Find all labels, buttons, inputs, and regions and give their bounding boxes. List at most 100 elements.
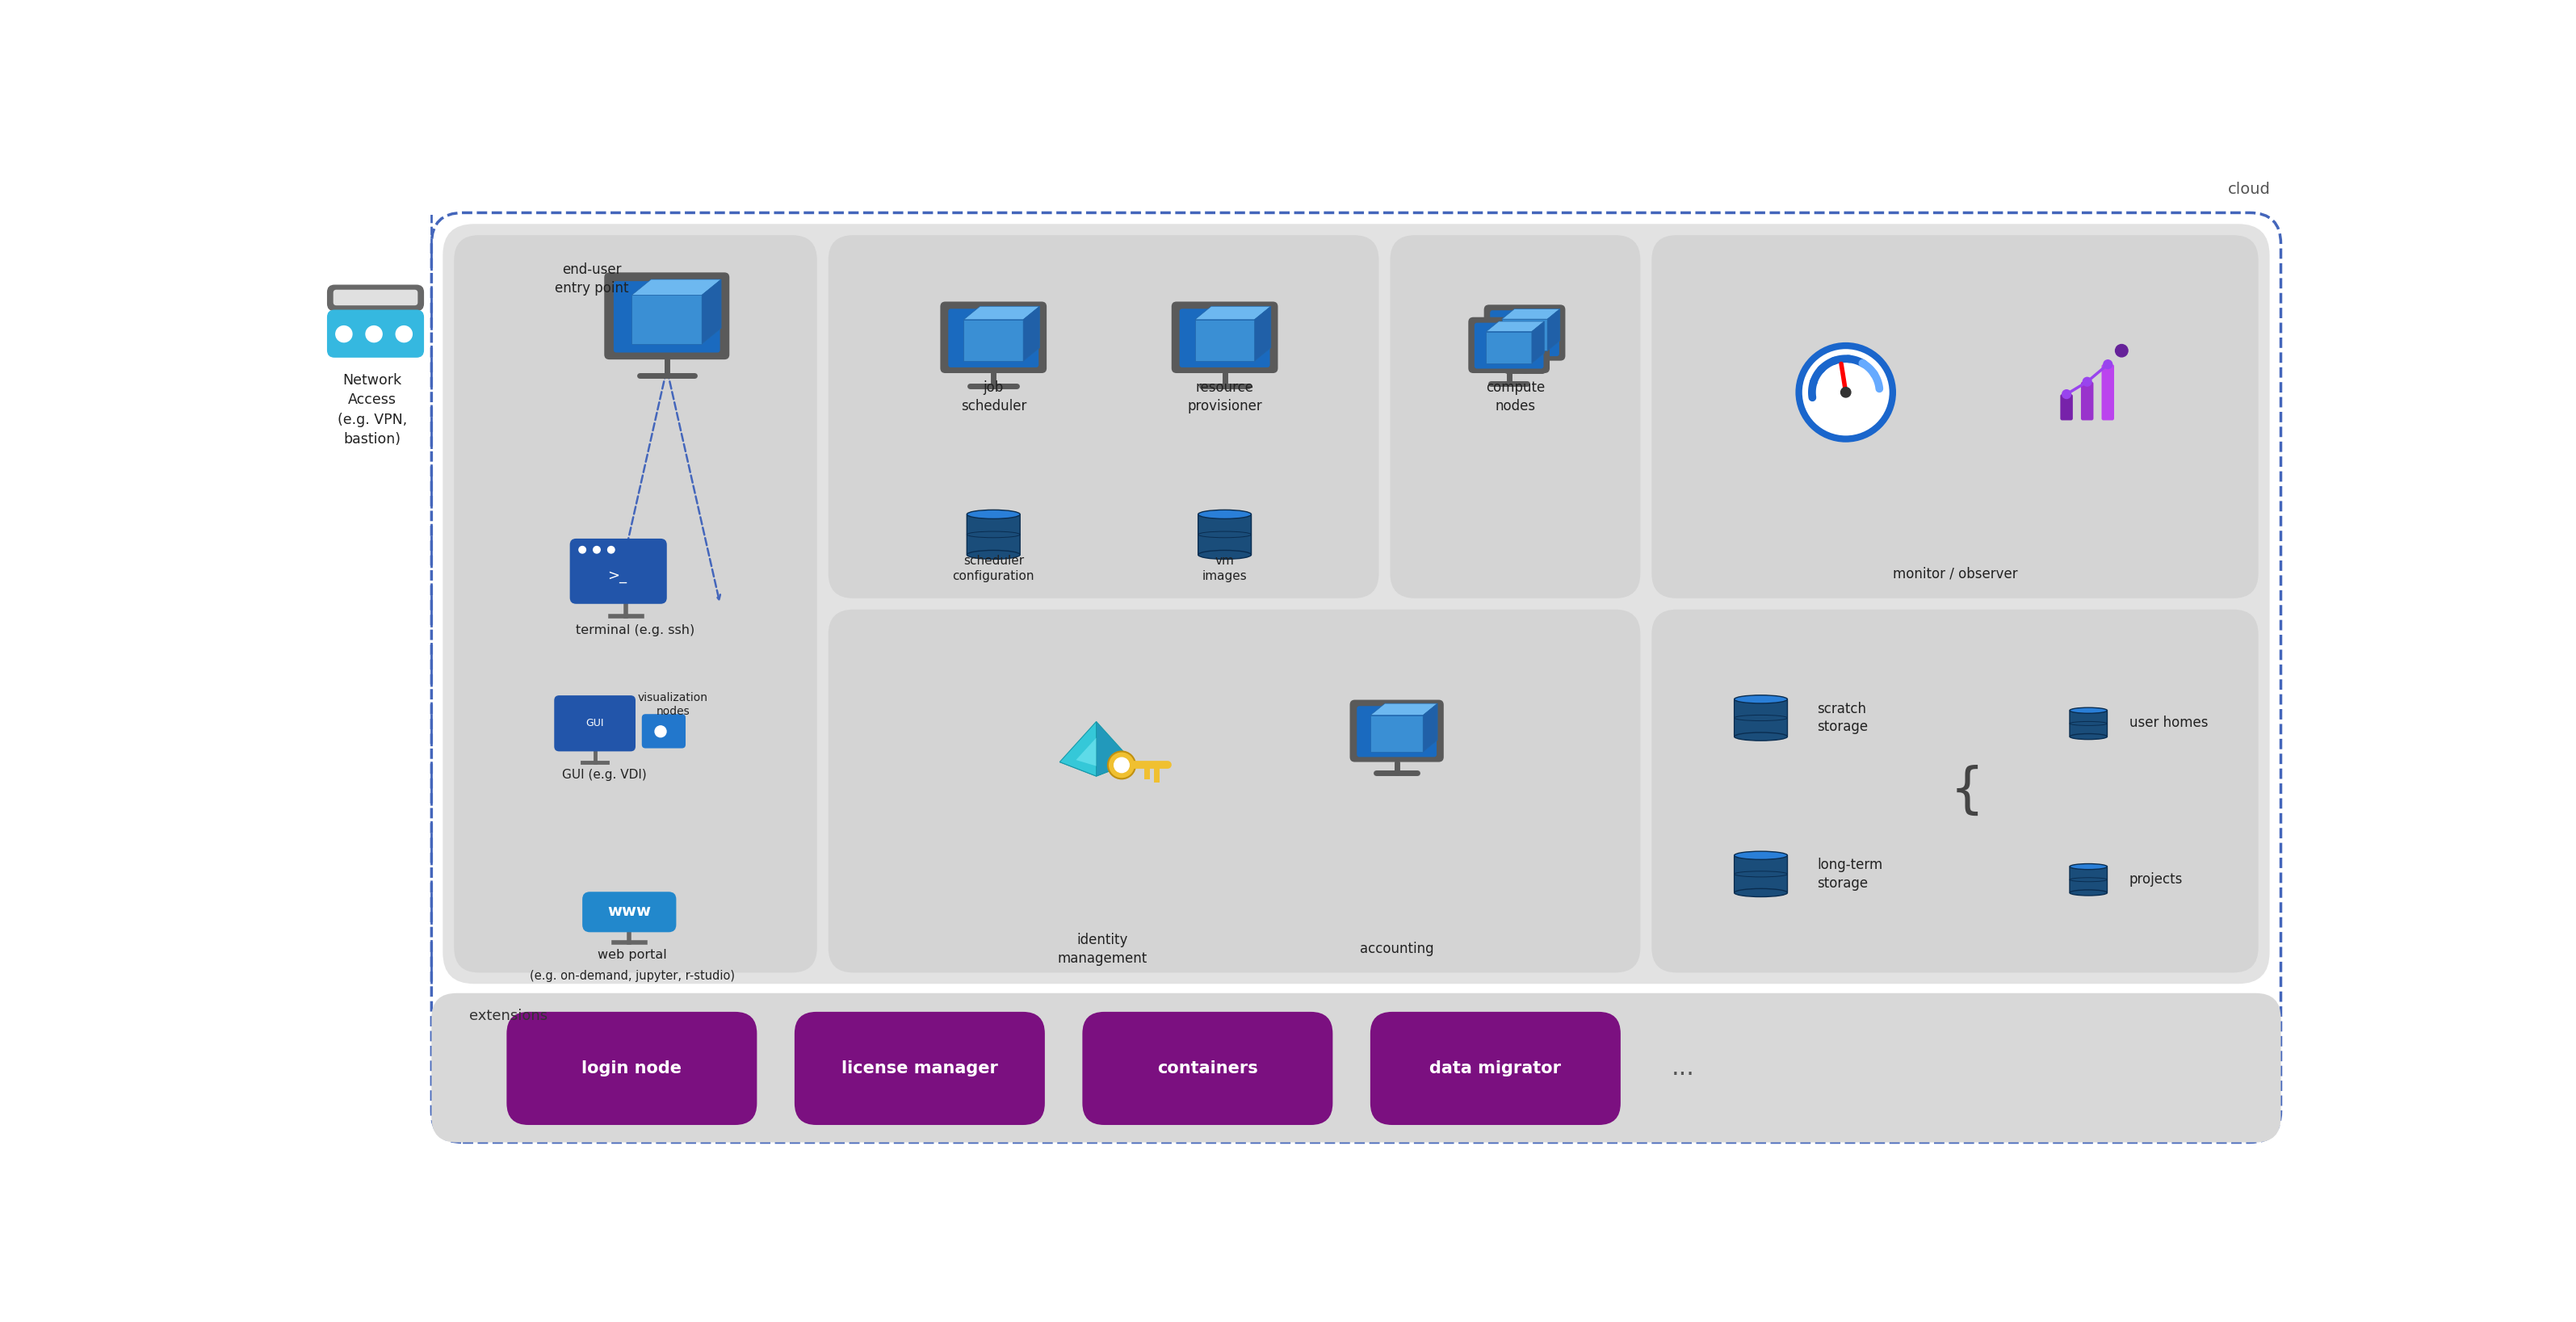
Text: scratch
storage: scratch storage	[1816, 702, 1868, 735]
FancyBboxPatch shape	[966, 514, 1020, 555]
Text: (e.g. on-demand, jupyter, r-studio): (e.g. on-demand, jupyter, r-studio)	[531, 969, 734, 982]
FancyBboxPatch shape	[1180, 309, 1270, 368]
Text: {: {	[1950, 764, 1984, 818]
Polygon shape	[1059, 722, 1097, 776]
Circle shape	[1113, 758, 1128, 772]
Text: ...: ...	[1672, 1056, 1695, 1080]
FancyBboxPatch shape	[948, 309, 1038, 368]
Text: projects: projects	[2130, 871, 2182, 886]
FancyBboxPatch shape	[453, 235, 817, 973]
Polygon shape	[1502, 319, 1548, 350]
Ellipse shape	[1198, 510, 1252, 518]
Polygon shape	[1502, 309, 1561, 319]
Polygon shape	[963, 307, 1041, 320]
Text: web portal: web portal	[598, 949, 667, 961]
Text: terminal (e.g. ssh): terminal (e.g. ssh)	[577, 624, 696, 636]
Polygon shape	[701, 279, 721, 344]
Circle shape	[608, 546, 616, 553]
Text: compute
nodes: compute nodes	[1486, 381, 1546, 414]
FancyBboxPatch shape	[1651, 609, 2259, 973]
FancyBboxPatch shape	[1484, 304, 1566, 361]
Circle shape	[366, 327, 381, 342]
FancyBboxPatch shape	[1734, 699, 1788, 736]
Ellipse shape	[2069, 707, 2107, 714]
Text: vm
images: vm images	[1203, 555, 1247, 582]
FancyBboxPatch shape	[582, 892, 677, 932]
Text: cloud: cloud	[2228, 182, 2272, 197]
Ellipse shape	[966, 550, 1020, 559]
Text: long-term
storage: long-term storage	[1816, 858, 1883, 891]
Circle shape	[592, 546, 600, 553]
Polygon shape	[631, 295, 701, 344]
Text: login node: login node	[582, 1060, 683, 1076]
Text: GUI (e.g. VDI): GUI (e.g. VDI)	[562, 769, 647, 781]
Circle shape	[580, 546, 585, 553]
FancyBboxPatch shape	[641, 714, 685, 748]
Polygon shape	[1370, 715, 1422, 752]
Circle shape	[2115, 345, 2128, 357]
FancyBboxPatch shape	[554, 695, 636, 751]
FancyBboxPatch shape	[327, 284, 425, 311]
FancyBboxPatch shape	[2069, 710, 2107, 736]
Text: accounting: accounting	[1360, 941, 1435, 956]
Ellipse shape	[2069, 734, 2107, 739]
FancyBboxPatch shape	[1198, 514, 1252, 555]
FancyBboxPatch shape	[1082, 1011, 1332, 1125]
FancyBboxPatch shape	[1172, 301, 1278, 373]
Circle shape	[397, 327, 412, 342]
Text: containers: containers	[1157, 1060, 1257, 1076]
Circle shape	[1798, 345, 1893, 439]
Circle shape	[335, 327, 353, 342]
Circle shape	[654, 726, 667, 738]
Text: extensions: extensions	[469, 1009, 549, 1023]
Polygon shape	[631, 279, 721, 295]
FancyBboxPatch shape	[1358, 706, 1437, 758]
Text: license manager: license manager	[842, 1060, 997, 1076]
Polygon shape	[1195, 320, 1255, 361]
Ellipse shape	[2069, 890, 2107, 895]
Text: www: www	[608, 904, 652, 919]
FancyBboxPatch shape	[433, 993, 2280, 1142]
Ellipse shape	[1734, 695, 1788, 703]
Text: monitor / observer: monitor / observer	[1893, 566, 2017, 580]
Polygon shape	[1097, 722, 1133, 776]
FancyBboxPatch shape	[1391, 235, 1641, 599]
Text: visualization
nodes: visualization nodes	[639, 693, 708, 718]
FancyBboxPatch shape	[793, 1011, 1046, 1125]
Polygon shape	[1422, 703, 1437, 752]
FancyBboxPatch shape	[2069, 867, 2107, 892]
FancyBboxPatch shape	[613, 282, 721, 353]
Polygon shape	[1533, 321, 1543, 364]
Polygon shape	[1255, 307, 1270, 361]
FancyBboxPatch shape	[829, 235, 1378, 599]
FancyBboxPatch shape	[2061, 394, 2074, 420]
FancyBboxPatch shape	[1468, 317, 1551, 373]
FancyBboxPatch shape	[829, 609, 1641, 973]
FancyBboxPatch shape	[1734, 855, 1788, 892]
FancyBboxPatch shape	[2102, 365, 2115, 420]
Text: scheduler
configuration: scheduler configuration	[953, 555, 1036, 582]
Circle shape	[2105, 360, 2112, 369]
FancyBboxPatch shape	[1370, 1011, 1620, 1125]
FancyBboxPatch shape	[940, 301, 1046, 373]
Polygon shape	[1077, 738, 1097, 765]
Circle shape	[2084, 377, 2092, 386]
Polygon shape	[963, 320, 1023, 361]
Text: GUI: GUI	[585, 718, 603, 728]
Text: >_: >_	[608, 568, 626, 583]
Ellipse shape	[966, 510, 1020, 518]
FancyBboxPatch shape	[2081, 382, 2094, 420]
Text: data migrator: data migrator	[1430, 1060, 1561, 1076]
Polygon shape	[1548, 309, 1561, 350]
Ellipse shape	[1198, 550, 1252, 559]
Polygon shape	[1023, 307, 1041, 361]
Polygon shape	[1195, 307, 1270, 320]
FancyBboxPatch shape	[605, 272, 729, 360]
Ellipse shape	[2069, 863, 2107, 870]
Circle shape	[2063, 390, 2071, 398]
Circle shape	[1108, 751, 1136, 779]
Polygon shape	[1059, 761, 1133, 776]
Ellipse shape	[1734, 851, 1788, 859]
Text: user homes: user homes	[2130, 715, 2208, 730]
FancyBboxPatch shape	[507, 1011, 757, 1125]
